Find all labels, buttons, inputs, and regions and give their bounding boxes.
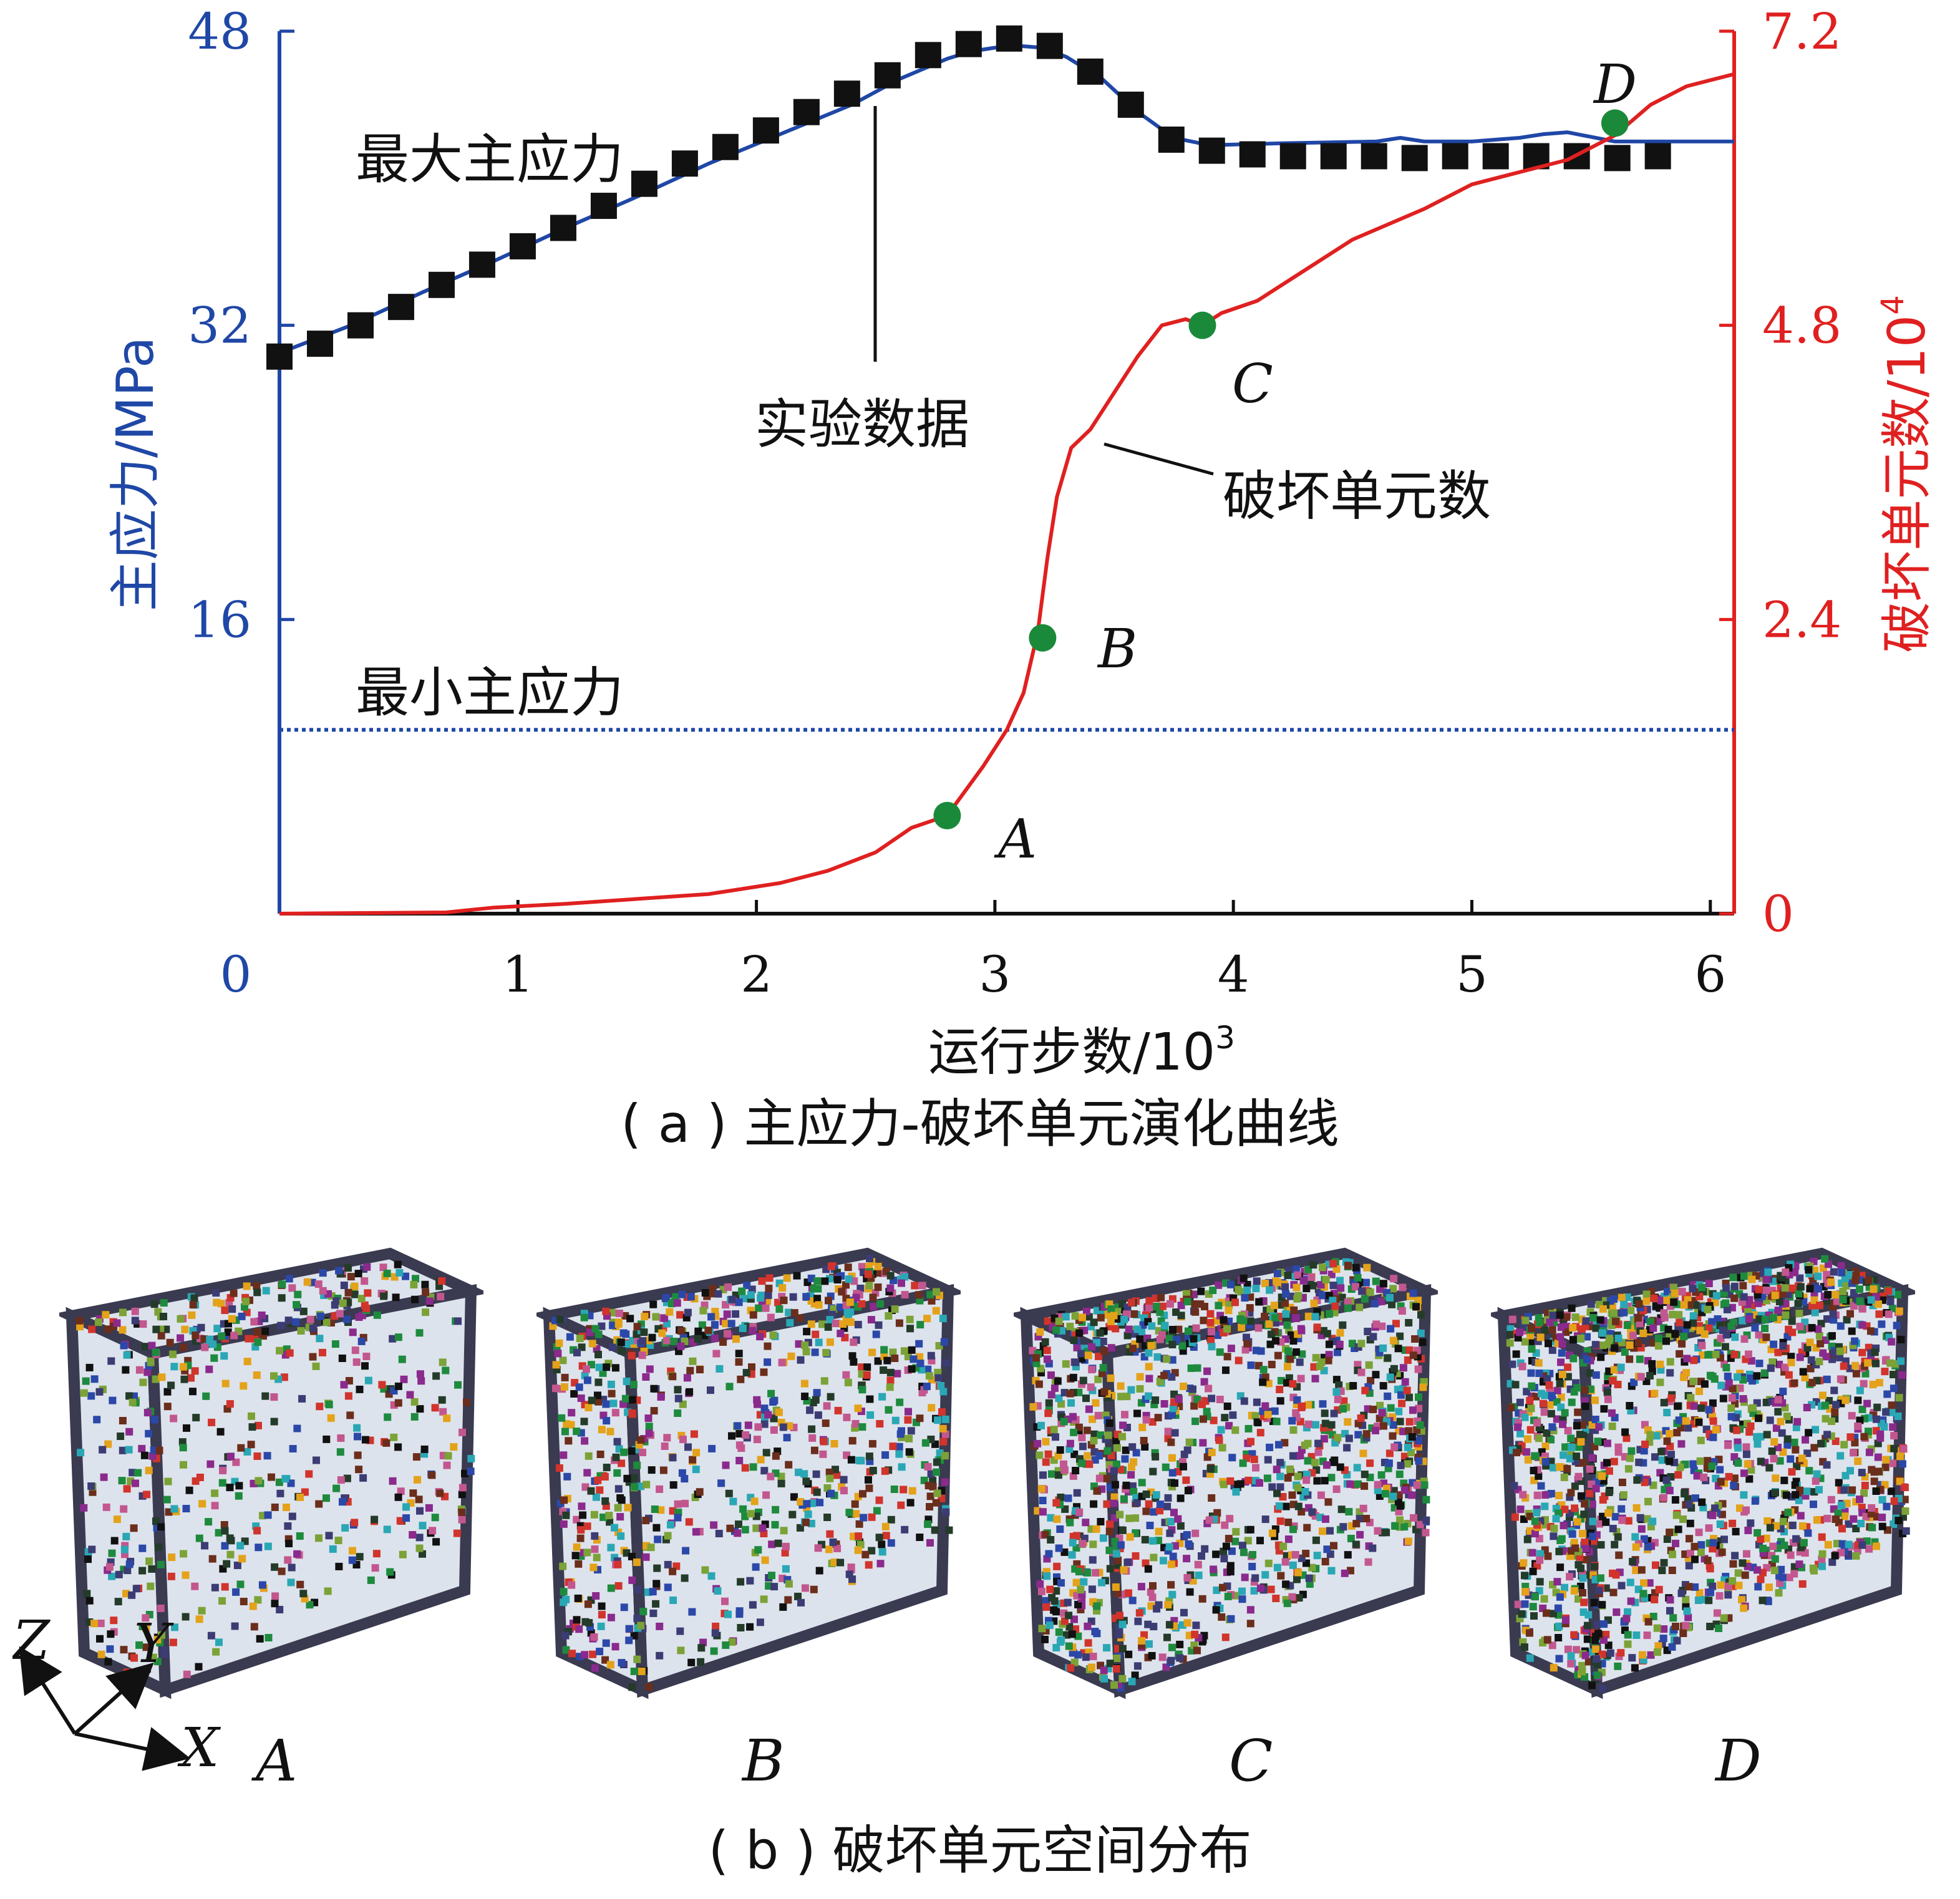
point-d <box>1601 109 1629 137</box>
marker-experiment <box>752 117 779 144</box>
marker-experiment <box>1198 137 1225 164</box>
max-principal-stress-line <box>278 44 1734 355</box>
x-tick-label: 5 <box>1456 945 1488 1003</box>
annotation-max-stress: 最大主应力 <box>356 128 624 191</box>
marker-experiment <box>1117 91 1144 118</box>
marker-experiment <box>468 251 495 278</box>
marker-experiment <box>266 343 293 370</box>
failure-element-count-line <box>279 72 1735 916</box>
marker-experiment <box>712 133 739 160</box>
marker-experiment <box>1077 58 1104 85</box>
marker-experiment <box>387 294 414 321</box>
damage-speckle <box>75 1260 475 1678</box>
marker-experiment <box>550 215 576 241</box>
x-tick-label: 0 <box>220 945 252 1003</box>
point-c <box>1188 311 1216 339</box>
x-tick-label: 4 <box>1218 945 1249 1003</box>
y-right-title: 破坏单元数/104 <box>1875 295 1937 653</box>
y-left-title: 主应力/MPa <box>106 337 165 611</box>
y-left-tick-label: 32 <box>188 297 251 355</box>
marker-experiment <box>631 170 657 197</box>
x-axis-label: X <box>177 1717 221 1771</box>
marker-experiment <box>590 193 617 220</box>
leader-failure-count <box>1104 442 1214 476</box>
marker-experiment <box>833 80 860 107</box>
marker-experiment <box>1482 143 1509 170</box>
marker-experiment <box>996 25 1022 52</box>
cube-label-a: A <box>256 1727 298 1794</box>
x-tick-label: 6 <box>1694 945 1726 1003</box>
marker-experiment <box>1279 143 1306 170</box>
caption-a: ( a ) 主应力-破坏单元演化曲线 <box>621 1093 1339 1154</box>
z-axis-arrow <box>19 1646 77 1735</box>
x-axis-title: 运行步数/103 <box>928 1020 1235 1082</box>
z-axis-label: Z <box>12 1610 51 1672</box>
y-axis-arrow <box>73 1662 154 1736</box>
point-label-d: D <box>1593 54 1637 116</box>
marker-experiment <box>306 331 333 357</box>
cube-label-d: D <box>1715 1727 1762 1794</box>
plot-area: 0 1 2 3 4 5 6 运行步数/103 16 32 48 主应力/MPa 0 2.4 4.8 7.2 破坏… <box>106 2 1937 1082</box>
marker-experiment <box>1604 145 1631 172</box>
marker-experiment <box>1036 32 1063 59</box>
marker-experiment <box>1644 143 1671 170</box>
y-left-tick-label: 16 <box>188 591 251 649</box>
annotation-min-stress: 最小主应力 <box>356 662 624 724</box>
point-label-b: B <box>1097 618 1137 680</box>
stress-failure-chart: 0 1 2 3 4 5 6 运行步数/103 16 32 48 主应力/MPa 0 2.4 4.8 7.2 破坏… <box>106 2 1937 1082</box>
cube-c <box>1014 1247 1438 1699</box>
annotation-failure-count: 破坏单元数 <box>1223 465 1491 528</box>
annotation-experiment: 实验数据 <box>755 394 969 456</box>
marker-experiment <box>1158 126 1185 153</box>
marker-experiment <box>915 42 941 69</box>
marker-experiment <box>347 312 374 339</box>
xyz-axis-triad: Z Y X <box>12 1610 221 1771</box>
marker-experiment <box>509 233 536 259</box>
y-right-tick-label: 4.8 <box>1762 297 1841 355</box>
cube-label-c: C <box>1229 1727 1273 1794</box>
damage-speckle <box>1506 1255 1910 1693</box>
caption-b: ( b ) 破坏单元空间分布 <box>708 1820 1252 1881</box>
cube-d <box>1491 1247 1915 1699</box>
y-right-tick-label: 0 <box>1762 885 1794 943</box>
y-axis-label: Y <box>134 1613 174 1675</box>
cube-label-b: B <box>742 1727 785 1794</box>
marker-experiment <box>955 31 982 57</box>
x-tick-label: 3 <box>979 945 1011 1003</box>
damage-speckle <box>1029 1258 1430 1692</box>
cube-a <box>59 1247 483 1699</box>
marker-experiment <box>1361 143 1387 170</box>
marker-experiment <box>793 99 820 125</box>
damage-speckle <box>549 1255 953 1691</box>
point-label-c: C <box>1232 353 1273 415</box>
marker-experiment <box>874 62 901 89</box>
y-right-tick-label: 2.4 <box>1762 591 1841 649</box>
point-label-a: A <box>994 808 1037 871</box>
x-tick-label: 1 <box>502 945 534 1003</box>
marker-experiment <box>1239 141 1266 168</box>
y-left-tick-label: 48 <box>188 2 251 60</box>
x-tick-label: 2 <box>740 945 772 1003</box>
marker-experiment <box>428 271 455 298</box>
marker-experiment <box>1320 143 1347 170</box>
marker-experiment <box>1401 145 1428 172</box>
cube-b <box>536 1247 961 1699</box>
y-right-tick-label: 7.2 <box>1762 2 1841 60</box>
marker-experiment <box>671 150 698 177</box>
marker-experiment <box>1442 143 1468 170</box>
x-axis-arrow <box>74 1727 191 1771</box>
point-a <box>933 801 961 829</box>
point-b <box>1029 624 1057 652</box>
